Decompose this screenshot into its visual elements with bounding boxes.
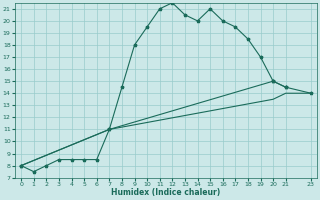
- X-axis label: Humidex (Indice chaleur): Humidex (Indice chaleur): [111, 188, 221, 197]
